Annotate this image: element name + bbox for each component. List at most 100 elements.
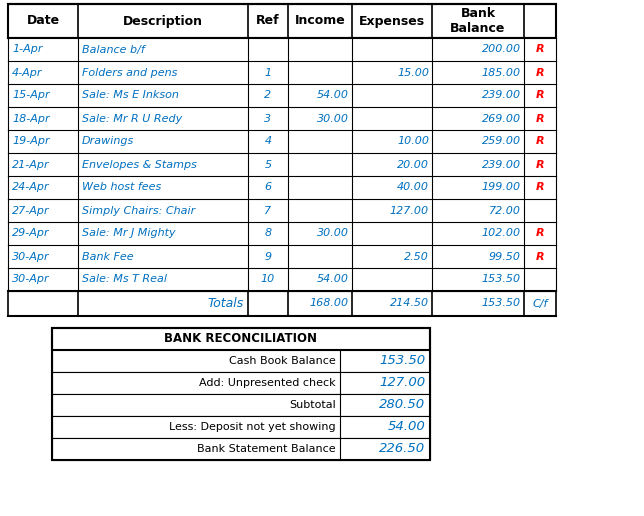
Text: 4-Apr: 4-Apr	[12, 68, 43, 77]
Text: BANK RECONCILIATION: BANK RECONCILIATION	[164, 332, 317, 346]
Text: Totals: Totals	[208, 297, 244, 310]
Text: 18-Apr: 18-Apr	[12, 114, 50, 123]
Text: 30-Apr: 30-Apr	[12, 275, 50, 284]
Bar	[8, 176, 556, 199]
Text: C/f: C/f	[533, 298, 547, 309]
Text: Date: Date	[26, 14, 59, 27]
Text: 4: 4	[265, 137, 272, 147]
Text: 1: 1	[265, 68, 272, 77]
Bar	[52, 416, 430, 438]
Text: 8: 8	[265, 229, 272, 238]
Bar	[52, 372, 430, 394]
Text: Balance b/f: Balance b/f	[82, 44, 145, 55]
Text: Expenses: Expenses	[359, 14, 425, 27]
Text: 19-Apr: 19-Apr	[12, 137, 50, 147]
Bar	[8, 153, 556, 176]
Text: Less: Deposit not yet showing: Less: Deposit not yet showing	[169, 422, 336, 432]
Text: R: R	[536, 229, 544, 238]
Text: 185.00: 185.00	[482, 68, 521, 77]
Text: 2.50: 2.50	[404, 251, 429, 262]
Text: 127.00: 127.00	[390, 205, 429, 216]
Text: 7: 7	[265, 205, 272, 216]
Text: Sale: Ms T Real: Sale: Ms T Real	[82, 275, 167, 284]
Text: Add: Unpresented check: Add: Unpresented check	[200, 378, 336, 388]
Text: 5: 5	[265, 159, 272, 169]
Text: 30.00: 30.00	[317, 114, 349, 123]
Text: 15.00: 15.00	[397, 68, 429, 77]
Text: 214.50: 214.50	[390, 298, 429, 309]
Text: 30.00: 30.00	[317, 229, 349, 238]
Text: 239.00: 239.00	[482, 90, 521, 101]
Text: 10: 10	[261, 275, 275, 284]
Text: 54.00: 54.00	[317, 275, 349, 284]
Text: 199.00: 199.00	[482, 183, 521, 192]
Text: 21-Apr: 21-Apr	[12, 159, 50, 169]
Bar	[8, 199, 556, 222]
Text: 27-Apr: 27-Apr	[12, 205, 50, 216]
Text: R: R	[536, 183, 544, 192]
Text: Folders and pens: Folders and pens	[82, 68, 177, 77]
Text: R: R	[536, 90, 544, 101]
Text: Sale: Mr J Mighty: Sale: Mr J Mighty	[82, 229, 176, 238]
Text: Description: Description	[123, 14, 203, 27]
Bar	[8, 4, 556, 38]
Text: 54.00: 54.00	[387, 421, 425, 433]
Text: 20.00: 20.00	[397, 159, 429, 169]
Text: 239.00: 239.00	[482, 159, 521, 169]
Text: 24-Apr: 24-Apr	[12, 183, 50, 192]
Bar	[8, 245, 556, 268]
Text: 153.50: 153.50	[379, 354, 425, 367]
Bar	[8, 291, 556, 316]
Text: 153.50: 153.50	[482, 275, 521, 284]
Text: Web host fees: Web host fees	[82, 183, 161, 192]
Text: 9: 9	[265, 251, 272, 262]
Text: 15-Apr: 15-Apr	[12, 90, 50, 101]
Bar	[52, 350, 430, 372]
Text: 54.00: 54.00	[317, 90, 349, 101]
Text: Sale: Mr R U Redy: Sale: Mr R U Redy	[82, 114, 182, 123]
Text: Cash Book Balance: Cash Book Balance	[229, 356, 336, 366]
Bar	[8, 268, 556, 291]
Text: Drawings: Drawings	[82, 137, 134, 147]
Text: 168.00: 168.00	[310, 298, 349, 309]
Bar	[52, 328, 430, 350]
Text: 72.00: 72.00	[489, 205, 521, 216]
Text: 269.00: 269.00	[482, 114, 521, 123]
Bar	[52, 328, 430, 460]
Text: 127.00: 127.00	[379, 377, 425, 390]
Text: 102.00: 102.00	[482, 229, 521, 238]
Text: Bank
Balance: Bank Balance	[450, 7, 506, 35]
Text: R: R	[536, 137, 544, 147]
Text: Simply Chairs: Chair: Simply Chairs: Chair	[82, 205, 195, 216]
Text: 259.00: 259.00	[482, 137, 521, 147]
Text: 40.00: 40.00	[397, 183, 429, 192]
Text: 153.50: 153.50	[482, 298, 521, 309]
Text: Income: Income	[294, 14, 345, 27]
Text: 200.00: 200.00	[482, 44, 521, 55]
Text: 10.00: 10.00	[397, 137, 429, 147]
Bar	[8, 84, 556, 107]
Text: 1-Apr: 1-Apr	[12, 44, 43, 55]
Text: 30-Apr: 30-Apr	[12, 251, 50, 262]
Text: R: R	[536, 44, 544, 55]
Bar	[8, 130, 556, 153]
Text: 2: 2	[265, 90, 272, 101]
Text: Sale: Ms E Inkson: Sale: Ms E Inkson	[82, 90, 179, 101]
Text: 29-Apr: 29-Apr	[12, 229, 50, 238]
Bar	[8, 61, 556, 84]
Text: Bank Statement Balance: Bank Statement Balance	[197, 444, 336, 454]
Text: Bank Fee: Bank Fee	[82, 251, 133, 262]
Text: R: R	[536, 159, 544, 169]
Text: 6: 6	[265, 183, 272, 192]
Text: 99.50: 99.50	[489, 251, 521, 262]
Bar	[8, 222, 556, 245]
Text: Envelopes & Stamps: Envelopes & Stamps	[82, 159, 197, 169]
Bar	[8, 107, 556, 130]
Text: Subtotal: Subtotal	[289, 400, 336, 410]
Bar	[52, 394, 430, 416]
Text: Ref: Ref	[256, 14, 279, 27]
Text: 280.50: 280.50	[379, 398, 425, 411]
Text: R: R	[536, 68, 544, 77]
Text: R: R	[536, 114, 544, 123]
Text: 3: 3	[265, 114, 272, 123]
